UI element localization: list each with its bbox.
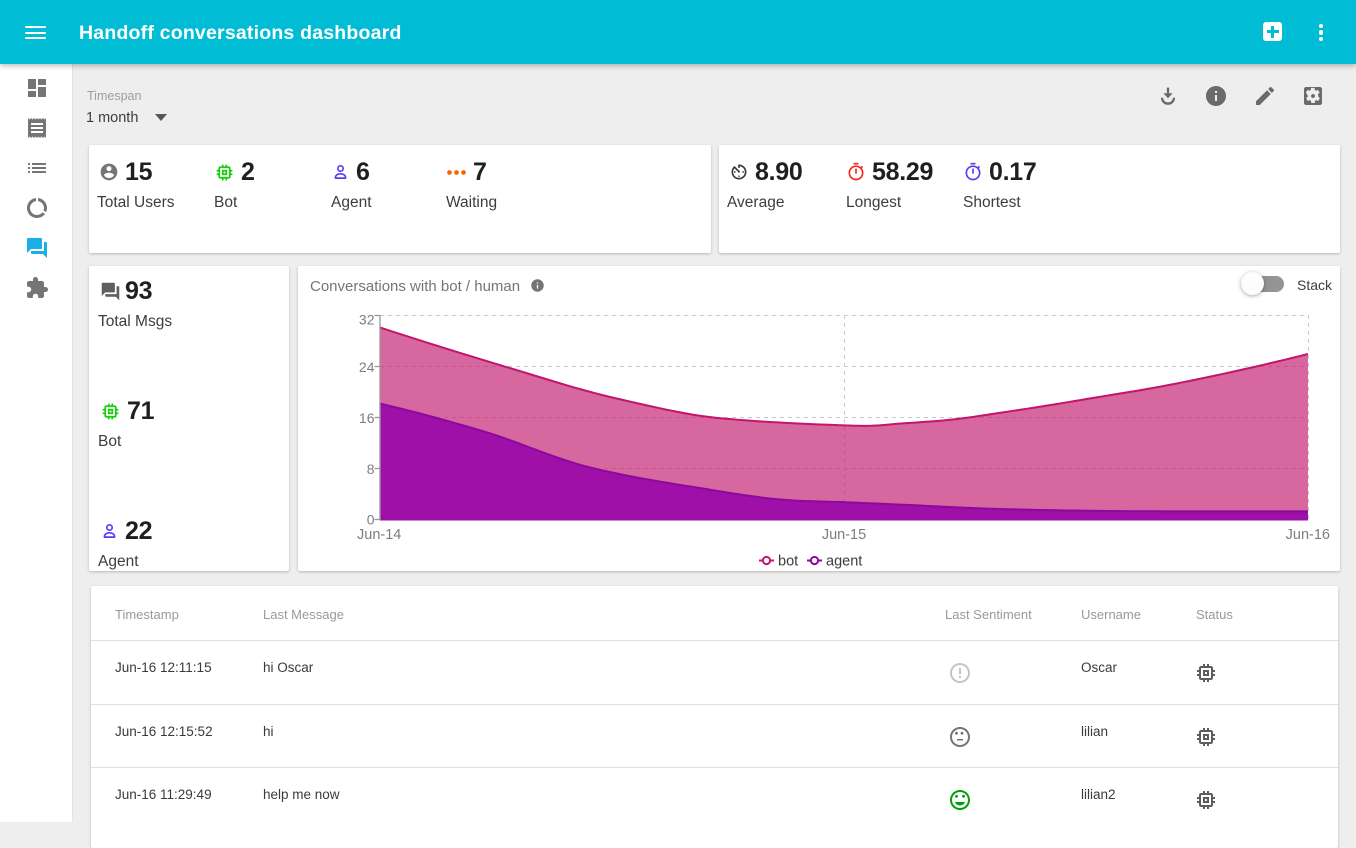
- svg-text:32: 32: [359, 312, 375, 328]
- svg-text:agent: agent: [826, 554, 862, 570]
- svg-text:Jun-15: Jun-15: [822, 527, 866, 543]
- svg-text:8: 8: [367, 461, 375, 477]
- svg-text:16: 16: [359, 410, 375, 426]
- svg-text:Jun-16: Jun-16: [1286, 527, 1330, 543]
- svg-text:24: 24: [359, 359, 375, 375]
- svg-text:0: 0: [367, 512, 375, 528]
- svg-text:bot: bot: [778, 554, 798, 570]
- svg-text:Jun-14: Jun-14: [357, 527, 401, 543]
